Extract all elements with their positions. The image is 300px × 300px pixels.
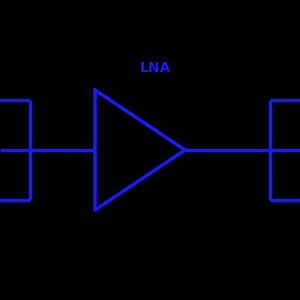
Text: LNA: LNA (140, 61, 171, 75)
